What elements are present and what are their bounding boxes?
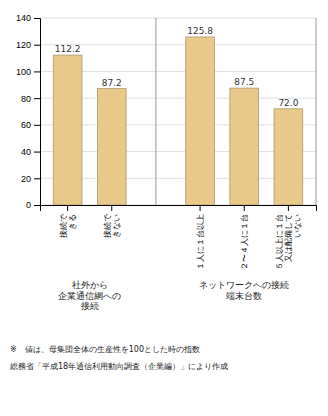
x-axis-line	[41, 206, 317, 212]
bar	[53, 55, 82, 205]
x-tick-label: ２〜４人に１台	[240, 214, 249, 270]
chart: 112.2 87.2 125.8 87.5 72.0 0 20 40 60 80 100 120 140…	[0, 0, 328, 416]
x-tick-label: １人に１台以上	[196, 214, 205, 270]
x-tick-label-line: 接続で	[59, 213, 68, 238]
y-tick-label: 120	[16, 40, 31, 50]
y-tick: 40	[21, 147, 40, 157]
bar	[230, 88, 259, 205]
y-tick-label: 80	[21, 94, 31, 104]
data-label: 87.5	[234, 77, 254, 87]
data-label: 87.2	[102, 78, 122, 88]
y-tick-label: 60	[21, 120, 31, 130]
group-label-line: 企業通信網への	[58, 291, 121, 301]
x-tick-mark	[288, 205, 289, 211]
annotation: ※ 値は、母集団全体の生産性を100とした時の指数	[10, 345, 200, 354]
x-tick-label-line: ２〜４人に１台	[240, 214, 249, 270]
y-tick-mark	[34, 45, 40, 46]
y-tick: 140	[16, 13, 40, 23]
y-tick-mark	[34, 205, 40, 206]
x-tick: １人に１台以上	[196, 205, 205, 270]
x-axis: 接続できる接続できない１人に１台以上２〜４人に１台５人以上に１台又は配備していな…	[41, 205, 317, 270]
y-tick-mark	[34, 71, 40, 72]
x-tick: 接続できない	[103, 205, 121, 238]
data-label: 72.0	[278, 98, 298, 108]
bar	[97, 89, 126, 205]
y-tick: 0	[26, 200, 40, 210]
x-tick-label-line: いない	[293, 214, 302, 238]
x-tick-label-line: きない	[112, 214, 121, 238]
data-label: 125.8	[187, 26, 213, 36]
x-tick-mark	[200, 205, 201, 211]
data-labels: 112.2 87.2 125.8 87.5 72.0	[55, 26, 299, 108]
grid-line	[40, 18, 316, 19]
group-labels: 社外から企業通信網への接続 ネットワークへの接続端末台数	[58, 280, 289, 311]
x-tick-label: 接続できる	[59, 213, 77, 238]
group-separator	[155, 18, 156, 205]
x-tick-mark	[111, 205, 112, 211]
x-tick: ２〜４人に１台	[240, 205, 249, 270]
group-label-line: ネットワークへの接続	[199, 280, 289, 290]
separators	[156, 18, 316, 205]
grid	[40, 18, 316, 205]
right-border	[316, 18, 317, 205]
y-tick-mark	[34, 18, 40, 19]
bar	[274, 109, 303, 205]
y-tick-label: 40	[21, 147, 31, 157]
annotation: 総務省「平成18年通信利用動向調査（企業編）」により作成	[9, 362, 228, 371]
y-axis-line	[34, 19, 41, 206]
y-tick-mark	[34, 125, 40, 126]
group-label-line: 端末台数	[226, 291, 262, 301]
group-label-line: 接続	[81, 301, 99, 311]
y-tick: 20	[21, 174, 40, 184]
y-axis: 0 20 40 60 80 100 120 140	[16, 13, 41, 210]
grid-line	[40, 44, 316, 45]
y-tick: 120	[16, 40, 40, 50]
y-tick-label: 20	[21, 174, 31, 184]
bars	[53, 37, 303, 205]
annotations: ※ 値は、母集団全体の生産性を100とした時の指数総務省「平成18年通信利用動向…	[9, 345, 228, 371]
x-tick: 接続できる	[59, 205, 77, 238]
y-tick: 60	[21, 120, 40, 130]
x-tick: ５人以上に１台又は配備していない	[275, 205, 302, 270]
x-tick-mark	[244, 205, 245, 211]
x-tick-label-line: きる	[68, 214, 77, 230]
y-tick-label: 0	[26, 200, 31, 210]
x-tick-label: ５人以上に１台又は配備していない	[275, 214, 302, 270]
x-tick-mark	[67, 205, 68, 211]
y-tick: 100	[16, 67, 40, 77]
group-label: ネットワークへの接続端末台数	[199, 280, 289, 301]
x-tick-label-line: 接続で	[103, 213, 112, 238]
y-tick: 80	[21, 94, 40, 104]
group-label: 社外から企業通信網への接続	[58, 280, 121, 311]
y-tick-mark	[34, 98, 40, 99]
y-tick-mark	[34, 152, 40, 153]
x-tick-label-line: 又は配備して	[284, 214, 293, 262]
y-tick-label: 100	[16, 67, 31, 77]
bar	[186, 37, 215, 205]
group-label-line: 社外から	[72, 280, 108, 290]
y-tick-label: 140	[16, 13, 31, 23]
data-label: 112.2	[55, 44, 81, 54]
y-tick-mark	[34, 178, 40, 179]
x-tick-label: 接続できない	[103, 213, 121, 238]
x-tick-label-line: ５人以上に１台	[275, 214, 284, 270]
x-tick-label-line: １人に１台以上	[196, 214, 205, 270]
